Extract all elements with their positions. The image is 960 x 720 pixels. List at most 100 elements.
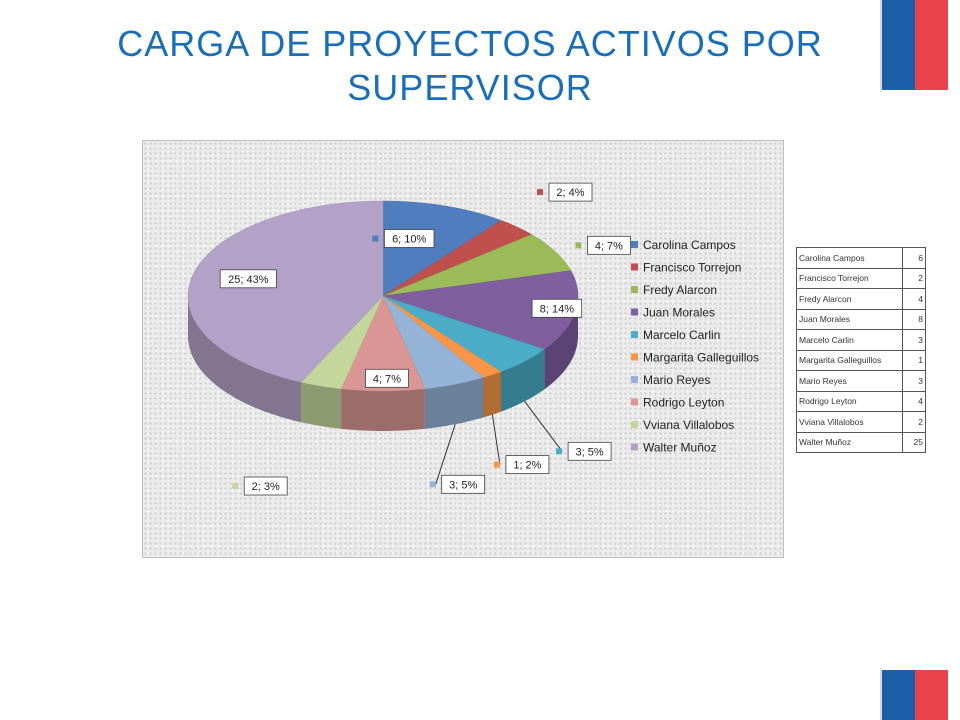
legend-swatch — [631, 443, 638, 451]
table-row: Fredy Alarcon 4 — [796, 288, 926, 310]
data-label-group: 25; 43% — [208, 269, 277, 289]
data-label-box — [219, 269, 277, 289]
legend-swatch — [631, 241, 638, 248]
flag-logo-bottom — [882, 670, 948, 720]
pie-slice-6 — [382, 295, 485, 390]
pie-slice-0 — [382, 200, 502, 297]
legend-item: Vviana Villalobos — [643, 418, 734, 432]
data-label-key — [520, 305, 527, 312]
data-label-box — [243, 476, 288, 496]
legend-item: Francisco Torrejon — [643, 261, 741, 275]
data-label-box — [365, 368, 409, 388]
data-label-key — [429, 481, 436, 488]
table-cell-name: Mario Reyes — [796, 370, 903, 392]
legend-item: Carolina Campos — [643, 238, 736, 252]
table-cell-value: 8 — [902, 308, 926, 330]
data-label-group: 2; 4% — [537, 182, 593, 202]
leader-line — [524, 400, 563, 452]
data-label-group: 3; 5% — [429, 474, 486, 494]
pie-slice-8 — [300, 295, 384, 390]
table-row: Marcelo Carlin 3 — [796, 329, 926, 351]
data-label-key — [575, 242, 582, 249]
table-row: Rodrigo Leyton 4 — [796, 390, 926, 412]
data-label: 4; 7% — [595, 240, 623, 252]
legend-item: Marcelo Carlin — [643, 328, 720, 342]
table-row: Vviana Villalobos 2 — [796, 411, 926, 433]
table-cell-name: Marcelo Carlin — [796, 329, 903, 351]
table-cell-name: Francisco Torrejon — [796, 267, 903, 289]
pie-slice-9 — [187, 200, 384, 383]
table-cell-name: Carolina Campos — [796, 247, 903, 269]
table-cell-name: Walter Muñoz — [796, 431, 903, 453]
data-label-group: 2; 3% — [232, 476, 288, 496]
data-label-box — [567, 441, 612, 461]
table-cell-value: 3 — [902, 370, 926, 392]
legend-item: Mario Reyes — [643, 373, 710, 387]
table-cell-value: 4 — [902, 390, 926, 412]
data-label-group: 4; 7% — [575, 235, 631, 255]
legend-swatch — [631, 398, 638, 406]
data-label-key — [372, 235, 379, 242]
data-label-group: 6; 10% — [372, 229, 435, 248]
data-label-key — [232, 483, 239, 489]
table-cell-name: Juan Morales — [796, 308, 903, 330]
legend-swatch — [631, 263, 638, 271]
chart-area: 6; 10% 2; 4% 4; 7% 8; 14% 3; 5% 1; 2% 3; 5% 4; … — [142, 140, 784, 558]
legend-item: Juan Morales — [643, 306, 715, 320]
table-row: Carolina Campos 6 — [796, 247, 926, 269]
data-label: 25; 43% — [228, 274, 269, 286]
pie-side-5 — [483, 371, 501, 418]
table-cell-name: Vviana Villalobos — [796, 411, 903, 433]
data-label: 3; 5% — [576, 446, 604, 458]
data-label-group: 8; 14% — [520, 298, 583, 318]
data-label: 4; 7% — [373, 373, 401, 385]
data-label: 1; 2% — [513, 460, 541, 472]
data-label: 2; 3% — [252, 481, 280, 493]
data-label-key — [537, 189, 543, 196]
pie-chart: 6; 10% 2; 4% 4; 7% 8; 14% 3; 5% 1; 2% 3; 5% 4; … — [187, 182, 759, 496]
table-row: Margarita Galleguillos 1 — [796, 349, 926, 371]
table-row: Juan Morales 8 — [796, 308, 926, 330]
pie-slice-2 — [382, 234, 572, 297]
data-label: 8; 14% — [540, 303, 574, 315]
data-label-box — [441, 474, 486, 494]
legend-swatch — [631, 331, 638, 338]
legend-swatch — [631, 308, 638, 316]
legend-item: Margarita Galleguillos — [643, 351, 759, 365]
flag-shadow — [880, 668, 882, 720]
legend-swatch — [631, 376, 638, 383]
data-label-box — [531, 298, 583, 318]
data-label-key — [353, 375, 360, 382]
data-label-group: 1; 2% — [493, 455, 550, 475]
legend-item: Rodrigo Leyton — [643, 396, 724, 410]
data-label: 6; 10% — [392, 234, 426, 246]
leader-line — [491, 414, 501, 465]
pie-side-7 — [341, 388, 425, 431]
pie-slice-4 — [382, 295, 545, 372]
table-cell-value: 4 — [902, 288, 926, 310]
data-table: Carolina Campos 6 Francisco Torrejon 2 Fredy… — [796, 247, 926, 453]
legend-item: Fredy Alarcon — [643, 283, 717, 297]
data-label: 2; 4% — [556, 187, 584, 199]
data-label-key — [493, 461, 500, 468]
table-cell-value: 2 — [902, 267, 926, 289]
legend-swatch — [631, 353, 638, 361]
table-cell-name: Rodrigo Leyton — [796, 390, 903, 412]
data-label-group: 4; 7% — [353, 368, 409, 388]
pie-side-9 — [188, 297, 302, 423]
table-cell-value: 25 — [902, 431, 926, 453]
table-cell-value: 3 — [902, 329, 926, 351]
data-label-key — [208, 275, 215, 282]
legend-item: Walter Muñoz — [643, 441, 717, 455]
data-label-box — [586, 235, 631, 255]
data-label-key — [556, 448, 563, 455]
leader-line — [435, 424, 456, 485]
pie-side-3 — [544, 297, 578, 390]
page-title: CARGA DE PROYECTOS ACTIVOS POR SUPERVISO… — [117, 23, 823, 108]
legend-swatch — [631, 421, 638, 428]
pie-side-8 — [301, 382, 342, 429]
table-row: Mario Reyes 3 — [796, 370, 926, 392]
data-label: 3; 5% — [449, 479, 477, 491]
pie-slice-1 — [382, 220, 533, 297]
table-cell-value: 1 — [902, 349, 926, 371]
